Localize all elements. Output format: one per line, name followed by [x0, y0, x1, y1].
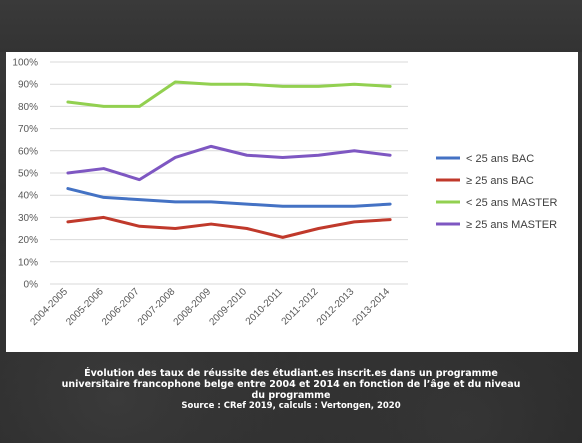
y-tick-label: 70%	[18, 124, 38, 135]
gridlines	[50, 61, 408, 285]
x-tick-label: 2006-2007	[100, 286, 142, 328]
chart-legend: < 25 ans BAC ≥ 25 ans BAC < 25 ans MASTER ≥…	[436, 153, 557, 231]
y-tick-label: 30%	[18, 213, 38, 224]
caption-line-1: Évolution des taux de réussite des étudi…	[84, 368, 498, 379]
x-tick-label: 2012-2013	[315, 286, 357, 328]
y-tick-label: 90%	[18, 80, 38, 91]
x-axis-ticks: 2004-20052005-20062006-20072007-20082008…	[28, 286, 392, 328]
caption-line-2: universitaire francophone belge entre 20…	[61, 379, 521, 390]
legend-label: < 25 ans MASTER	[466, 197, 557, 209]
x-tick-label: 2005-2006	[64, 286, 106, 328]
x-tick-label: 2008-2009	[172, 286, 214, 328]
line-chart: 0% 10% 20% 30% 40% 50% 60% 70% 80% 90% 100% 2004-2…	[12, 58, 557, 328]
y-tick-label: 100%	[12, 58, 38, 69]
series-line-3	[66, 80, 392, 108]
y-tick-label: 20%	[18, 235, 38, 246]
caption-line-3: du programme	[251, 390, 331, 401]
y-tick-label: 0%	[24, 280, 39, 291]
y-tick-label: 40%	[18, 191, 38, 202]
chart-panel: 0% 10% 20% 30% 40% 50% 60% 70% 80% 90% 100% 2004-2…	[6, 52, 578, 352]
series-line-1	[66, 187, 392, 208]
caption-source: Source : CRef 2019, calculs : Vertongen,…	[181, 401, 401, 411]
legend-label: < 25 ans BAC	[466, 153, 534, 165]
y-tick-label: 50%	[18, 169, 38, 180]
legend-label: ≥ 25 ans BAC	[466, 175, 534, 187]
y-tick-label: 80%	[18, 102, 38, 113]
x-tick-label: 2004-2005	[28, 286, 70, 328]
series-line-4	[66, 144, 392, 182]
legend-label: ≥ 25 ans MASTER	[466, 219, 557, 231]
x-tick-label: 2010-2011	[244, 286, 285, 327]
y-tick-label: 60%	[18, 146, 38, 157]
series-lines	[66, 80, 392, 239]
slide-header-band	[0, 0, 582, 52]
y-tick-label: 10%	[18, 257, 38, 268]
y-axis-ticks: 0% 10% 20% 30% 40% 50% 60% 70% 80% 90% 100%	[12, 58, 38, 291]
x-tick-label: 2013-2014	[351, 286, 393, 328]
x-tick-label: 2007-2008	[136, 286, 178, 328]
series-line-2	[66, 215, 392, 239]
chart-caption: Évolution des taux de réussite des étudi…	[0, 368, 582, 412]
x-tick-label: 2009-2010	[207, 286, 249, 328]
